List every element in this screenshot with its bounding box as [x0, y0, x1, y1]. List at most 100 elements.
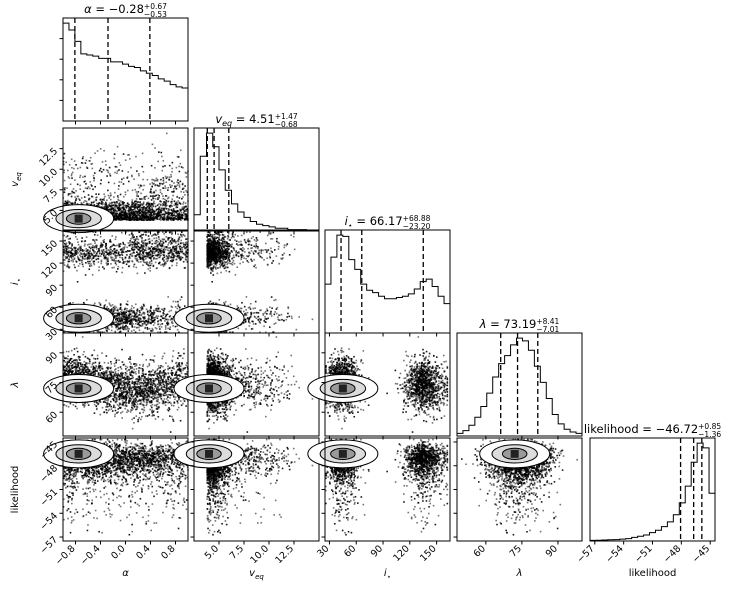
- point-i-alpha: [175, 249, 177, 251]
- point-veq-alpha: [87, 203, 89, 205]
- point-i-alpha: [92, 231, 94, 233]
- point-veq-alpha: [160, 219, 162, 221]
- point-veq-alpha: [152, 217, 154, 219]
- point-i-alpha: [159, 328, 161, 330]
- point-veq-alpha: [108, 182, 110, 184]
- point-i-alpha: [119, 257, 121, 259]
- point-i-alpha: [80, 247, 82, 249]
- point-i-alpha: [164, 261, 166, 263]
- point-i-alpha: [77, 281, 79, 283]
- point-i-alpha: [87, 261, 89, 263]
- point-i-alpha: [143, 323, 145, 325]
- point-i-alpha: [133, 307, 135, 309]
- point-i-alpha: [71, 258, 73, 260]
- point-i-alpha: [105, 243, 107, 245]
- point-veq-alpha: [117, 195, 119, 197]
- point-veq-alpha: [136, 193, 138, 195]
- point-veq-alpha: [155, 198, 157, 200]
- point-i-alpha: [170, 310, 172, 312]
- point-veq-alpha: [147, 215, 149, 217]
- point-i-alpha: [120, 243, 122, 245]
- point-veq-alpha: [117, 199, 119, 201]
- point-i-alpha: [94, 242, 96, 244]
- point-veq-alpha: [171, 171, 173, 173]
- point-veq-alpha: [110, 206, 112, 208]
- point-veq-alpha: [85, 183, 87, 185]
- point-i-alpha: [178, 238, 180, 240]
- point-i-alpha: [101, 263, 103, 265]
- point-i-alpha: [158, 238, 160, 240]
- point-veq-alpha: [90, 181, 92, 183]
- point-i-alpha: [162, 259, 164, 261]
- point-i-alpha: [103, 241, 105, 243]
- point-i-alpha: [111, 326, 113, 328]
- point-veq-alpha: [175, 204, 177, 206]
- point-i-alpha: [143, 242, 145, 244]
- point-veq-alpha: [68, 176, 70, 178]
- point-i-alpha: [180, 235, 182, 237]
- point-i-alpha: [65, 244, 67, 246]
- point-i-alpha: [127, 301, 129, 303]
- point-i-alpha: [97, 258, 99, 260]
- point-i-alpha: [134, 326, 136, 328]
- point-i-alpha: [164, 308, 166, 310]
- point-veq-alpha: [93, 201, 95, 203]
- point-veq-alpha: [154, 167, 156, 169]
- point-i-alpha: [136, 315, 138, 317]
- point-veq-alpha: [96, 203, 98, 205]
- point-veq-alpha: [88, 186, 90, 188]
- point-i-alpha: [121, 323, 123, 325]
- point-i-alpha: [138, 239, 140, 241]
- point-i-alpha: [143, 254, 145, 256]
- point-veq-alpha: [118, 181, 120, 183]
- point-i-alpha: [132, 312, 134, 314]
- point-veq-alpha: [160, 216, 162, 218]
- point-i-alpha: [141, 254, 143, 256]
- point-veq-alpha: [162, 177, 164, 179]
- point-i-alpha: [144, 231, 146, 233]
- point-i-alpha: [186, 256, 188, 258]
- point-i-alpha: [76, 270, 78, 272]
- point-i-alpha: [133, 237, 135, 239]
- point-i-alpha: [112, 304, 114, 306]
- point-i-alpha: [173, 257, 175, 259]
- point-veq-alpha: [138, 184, 140, 186]
- point-i-alpha: [169, 326, 171, 328]
- point-i-alpha: [149, 231, 151, 233]
- point-veq-alpha: [69, 164, 71, 166]
- point-veq-alpha: [131, 209, 133, 211]
- point-i-alpha: [101, 244, 103, 246]
- point-veq-alpha: [179, 202, 181, 204]
- point-i-alpha: [108, 308, 110, 310]
- point-veq-alpha: [86, 201, 88, 203]
- point-i-alpha: [125, 261, 127, 263]
- point-veq-alpha: [133, 206, 135, 208]
- frame-alpha-alpha: [63, 18, 188, 121]
- point-veq-alpha: [125, 207, 127, 209]
- point-veq-alpha: [165, 176, 167, 178]
- point-veq-alpha: [104, 196, 106, 198]
- point-i-alpha: [148, 235, 150, 237]
- point-veq-alpha: [138, 173, 140, 175]
- point-veq-alpha: [114, 153, 116, 155]
- point-i-alpha: [152, 321, 154, 323]
- point-veq-alpha: [90, 157, 92, 159]
- point-veq-alpha: [139, 219, 141, 221]
- point-i-alpha: [171, 322, 173, 324]
- point-i-alpha: [115, 239, 117, 241]
- point-i-alpha: [122, 259, 124, 261]
- point-veq-alpha: [118, 185, 120, 187]
- point-i-alpha: [130, 320, 132, 322]
- point-veq-alpha: [138, 214, 140, 216]
- point-i-alpha: [144, 251, 146, 253]
- point-veq-alpha: [133, 209, 135, 211]
- point-veq-alpha: [102, 161, 104, 163]
- point-i-alpha: [121, 309, 123, 311]
- point-i-alpha: [112, 257, 114, 259]
- point-veq-alpha: [71, 173, 73, 175]
- point-i-alpha: [68, 250, 70, 252]
- point-i-alpha: [90, 257, 92, 259]
- point-i-alpha: [180, 299, 182, 301]
- point-i-alpha: [131, 325, 133, 327]
- point-i-alpha: [114, 315, 116, 317]
